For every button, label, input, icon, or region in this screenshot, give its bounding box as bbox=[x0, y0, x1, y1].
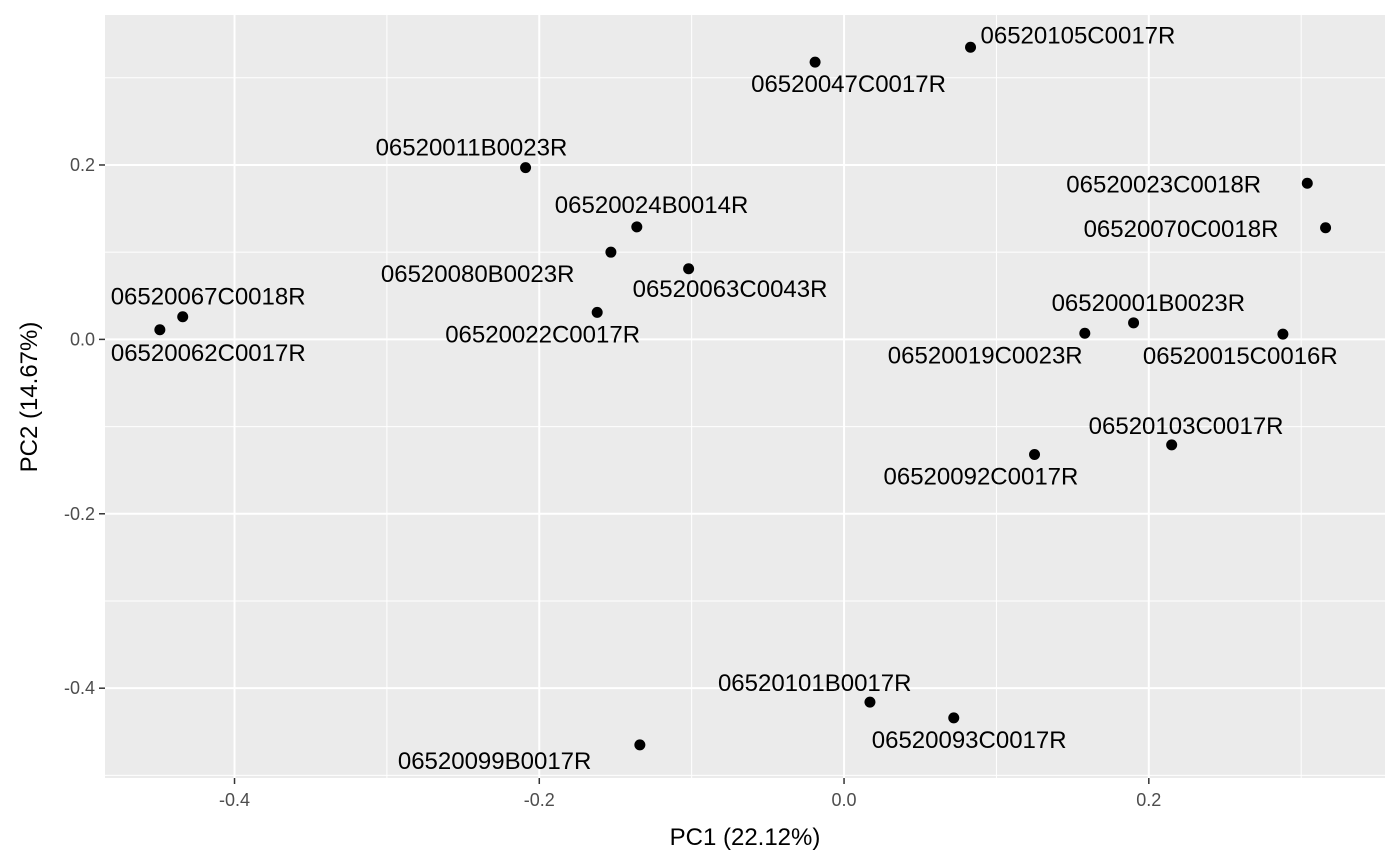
point-label: 06520093C0017R bbox=[872, 727, 1067, 754]
data-point bbox=[1128, 317, 1140, 329]
y-tick-label: 0.2 bbox=[70, 155, 95, 175]
data-point bbox=[965, 41, 977, 53]
x-tick-label: 0.2 bbox=[1136, 790, 1161, 810]
point-label: 06520103C0017R bbox=[1089, 413, 1284, 440]
y-axis-ticks: -0.4 -0.2 0.0 0.2 bbox=[64, 155, 105, 698]
point-label: 06520070C0018R bbox=[1084, 216, 1279, 243]
x-axis-title: PC1 (22.12%) bbox=[670, 824, 821, 851]
point-label: 06520092C0017R bbox=[884, 463, 1079, 490]
data-point bbox=[591, 306, 603, 318]
data-point bbox=[634, 739, 646, 751]
data-points bbox=[154, 41, 1332, 751]
point-label: 06520080B0023R bbox=[381, 261, 575, 288]
major-gridlines bbox=[105, 15, 1385, 778]
data-point bbox=[809, 56, 821, 68]
data-point bbox=[1079, 327, 1091, 339]
point-label: 06520024B0014R bbox=[555, 192, 749, 219]
data-point bbox=[177, 311, 189, 323]
x-axis-ticks: -0.4 -0.2 0.0 0.2 bbox=[219, 778, 1161, 810]
x-tick-label: 0.0 bbox=[832, 790, 857, 810]
point-label: 06520001B0023R bbox=[1052, 290, 1246, 317]
point-label: 06520099B0017R bbox=[398, 748, 592, 775]
point-label: 06520063C0043R bbox=[633, 276, 828, 303]
data-point bbox=[864, 696, 876, 708]
y-axis-title: PC2 (14.67%) bbox=[16, 322, 43, 473]
data-point bbox=[1166, 439, 1178, 451]
plot-panel bbox=[105, 15, 1385, 778]
point-label: 06520062C0017R bbox=[111, 340, 306, 367]
point-label: 06520047C0017R bbox=[751, 71, 946, 98]
minor-gridlines bbox=[105, 15, 1385, 778]
point-label: 06520011B0023R bbox=[376, 135, 568, 162]
point-labels: 06520105C0017R 06520047C0017R 06520011B002… bbox=[111, 22, 1338, 775]
data-point bbox=[1320, 222, 1332, 234]
point-label: 06520015C0016R bbox=[1143, 343, 1338, 370]
x-tick-label: -0.2 bbox=[524, 790, 555, 810]
data-point bbox=[605, 246, 617, 258]
point-label: 06520101B0017R bbox=[718, 670, 912, 697]
data-point bbox=[1277, 328, 1289, 340]
y-tick-label: -0.2 bbox=[64, 504, 95, 524]
y-tick-label: -0.4 bbox=[64, 678, 95, 698]
data-point bbox=[948, 712, 960, 724]
data-point bbox=[631, 221, 643, 233]
x-tick-label: -0.4 bbox=[219, 790, 250, 810]
point-label: 06520067C0018R bbox=[111, 284, 306, 311]
data-point bbox=[520, 162, 532, 174]
point-label: 06520105C0017R bbox=[981, 22, 1176, 49]
point-label: 06520022C0017R bbox=[445, 321, 640, 348]
data-point bbox=[154, 324, 166, 336]
point-label: 06520023C0018R bbox=[1066, 171, 1261, 198]
data-point bbox=[683, 263, 695, 275]
data-point bbox=[1029, 448, 1041, 460]
point-label: 06520019C0023R bbox=[888, 342, 1083, 369]
y-tick-label: 0.0 bbox=[70, 329, 95, 349]
data-point bbox=[1301, 177, 1313, 189]
